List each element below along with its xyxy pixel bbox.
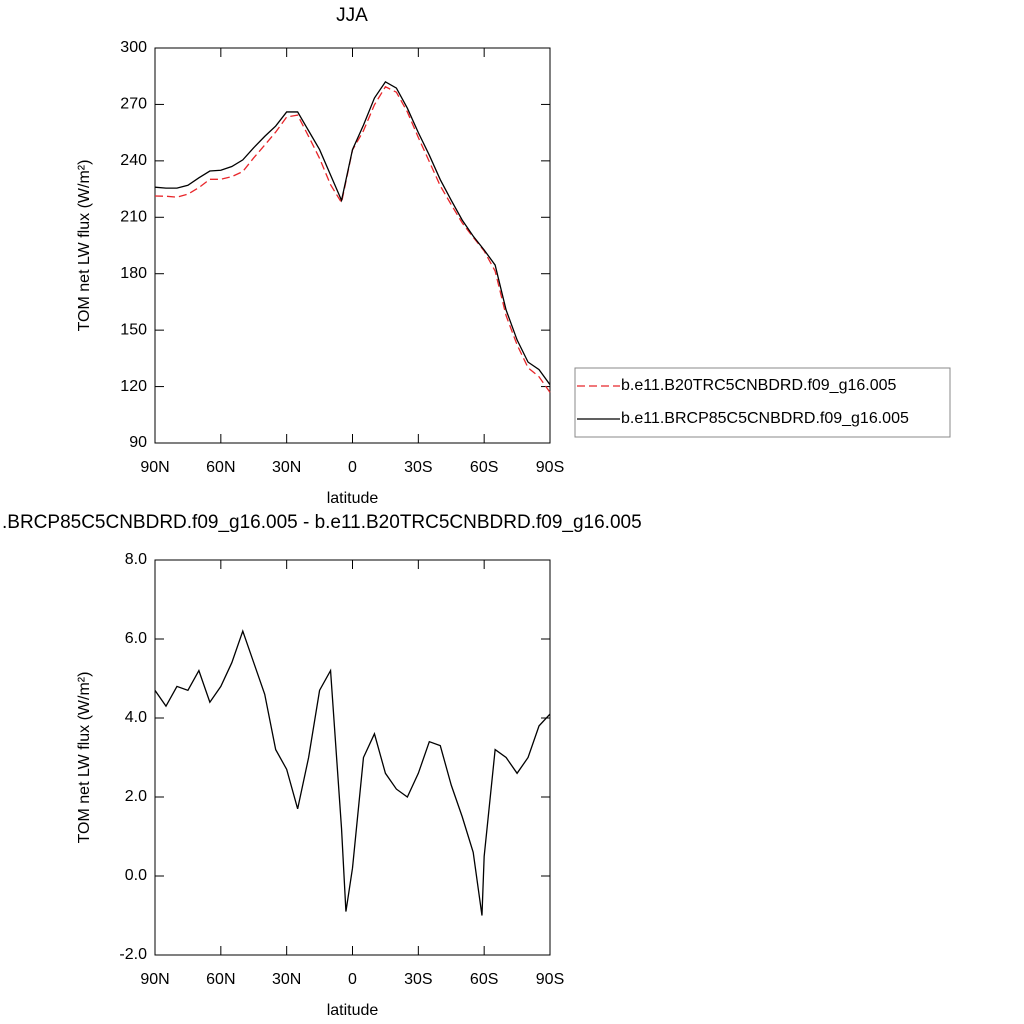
y-tick-label: 0.0 xyxy=(125,867,147,884)
legend-label: b.e11.BRCP85C5CNBDRD.f09_g16.005 xyxy=(621,410,909,427)
y-tick-label: 4.0 xyxy=(125,709,147,726)
series-line xyxy=(154,80,551,386)
legend-box xyxy=(574,367,951,438)
y-tick-label: 8.0 xyxy=(125,551,147,568)
y-tick-label: 120 xyxy=(120,378,147,395)
x-tick-label: 30S xyxy=(404,459,432,476)
y-tick-label: 90 xyxy=(129,434,147,451)
y-axis-label: TOM net LW flux (W/m²) xyxy=(76,672,93,844)
x-tick-label: 60N xyxy=(206,459,235,476)
y-tick-label: -2.0 xyxy=(119,946,147,963)
chart-title: .BRCP85C5CNBDRD.f09_g16.005 - b.e11.B20T… xyxy=(2,512,642,533)
x-tick-label: 0 xyxy=(348,971,357,988)
y-axis-label: TOM net LW flux (W/m²) xyxy=(76,160,93,332)
x-tick-label: 0 xyxy=(348,459,357,476)
x-tick-label: 60S xyxy=(470,459,498,476)
x-tick-label: 30N xyxy=(272,971,301,988)
x-tick-label: 60N xyxy=(206,971,235,988)
y-tick-label: 210 xyxy=(120,209,147,226)
series-line xyxy=(154,85,551,393)
x-tick-label: 30N xyxy=(272,459,301,476)
x-tick-label: 90N xyxy=(140,971,169,988)
x-axis-label: latitude xyxy=(327,490,379,507)
x-tick-label: 60S xyxy=(470,971,498,988)
y-tick-label: 270 xyxy=(120,96,147,113)
x-tick-label: 30S xyxy=(404,971,432,988)
y-tick-label: 180 xyxy=(120,265,147,282)
y-tick-label: 2.0 xyxy=(125,788,147,805)
y-tick-label: 150 xyxy=(120,321,147,338)
difference-line xyxy=(154,629,551,916)
x-tick-label: 90N xyxy=(140,459,169,476)
plot-frame xyxy=(154,47,551,444)
y-tick-label: 240 xyxy=(120,152,147,169)
plot-frame xyxy=(154,559,551,956)
x-tick-label: 90S xyxy=(536,459,564,476)
x-axis-label: latitude xyxy=(327,1002,379,1019)
y-tick-label: 6.0 xyxy=(125,630,147,647)
legend-label: b.e11.B20TRC5CNBDRD.f09_g16.005 xyxy=(621,377,897,394)
y-tick-label: 300 xyxy=(120,39,147,56)
chart-title: JJA xyxy=(336,5,368,26)
x-tick-label: 90S xyxy=(536,971,564,988)
